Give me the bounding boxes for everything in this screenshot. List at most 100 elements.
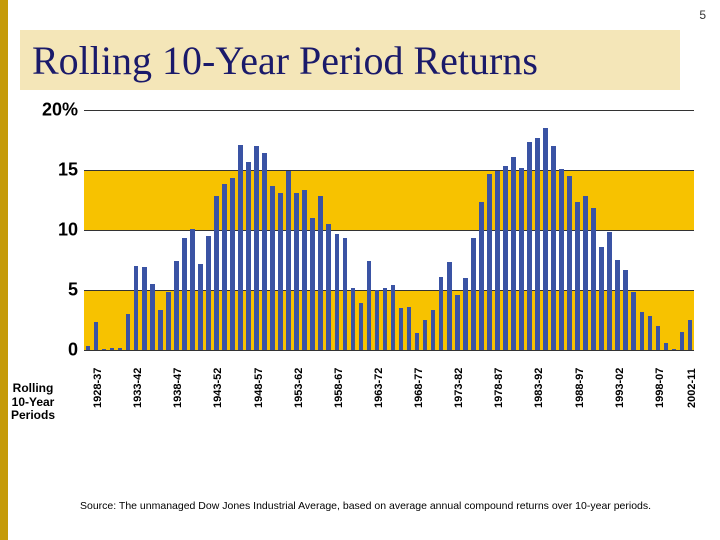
chart-band: [84, 110, 694, 170]
xaxis-title-line: Rolling: [0, 382, 66, 395]
y-tick-label: 20%: [38, 100, 78, 121]
bar: [359, 303, 364, 350]
bar: [230, 178, 235, 350]
x-tick-label: 1993-02: [614, 368, 626, 408]
x-tick-label: 1958-67: [333, 368, 345, 408]
bar: [126, 314, 131, 350]
bar: [206, 236, 211, 350]
bar: [511, 157, 516, 350]
x-tick-label: 1968-77: [413, 368, 425, 408]
bar: [335, 234, 340, 350]
bar: [246, 162, 251, 350]
page-title: Rolling 10-Year Period Returns: [32, 37, 538, 84]
bar: [110, 348, 115, 350]
bar: [254, 146, 259, 350]
bar: [278, 193, 283, 350]
x-tick-label: 1988-97: [574, 368, 586, 408]
bar: [286, 171, 291, 350]
bar: [375, 290, 380, 350]
gridline: [84, 110, 694, 111]
bar: [142, 267, 147, 350]
source-text: Source: The unmanaged Dow Jones Industri…: [80, 500, 651, 512]
x-tick-label: 1973-82: [453, 368, 465, 408]
bar: [214, 196, 219, 350]
bar: [262, 153, 267, 350]
bar: [640, 312, 645, 350]
chart-plot: 05101520%: [84, 110, 694, 350]
bar: [583, 196, 588, 350]
x-tick-label: 1953-62: [293, 368, 305, 408]
bar: [559, 169, 564, 350]
bar: [447, 262, 452, 350]
bar: [551, 146, 556, 350]
bar: [150, 284, 155, 350]
x-tick-label: 1928-37: [92, 368, 104, 408]
bar: [423, 320, 428, 350]
x-tick-label: 2002-11: [686, 368, 698, 408]
xaxis-title-line: Periods: [0, 409, 66, 422]
bar: [310, 218, 315, 350]
x-tick-label: 1983-92: [533, 368, 545, 408]
xaxis-title: Rolling10-YearPeriods: [0, 382, 66, 422]
bar: [631, 292, 636, 350]
bar: [222, 184, 227, 350]
bar: [495, 171, 500, 350]
bar: [351, 288, 356, 350]
bar: [134, 266, 139, 350]
bar: [439, 277, 444, 350]
bar: [575, 202, 580, 350]
bar: [607, 232, 612, 350]
bar: [294, 193, 299, 350]
bar: [343, 238, 348, 350]
bar: [238, 145, 243, 350]
bar: [94, 322, 99, 350]
x-tick-label: 1963-72: [373, 368, 385, 408]
bar: [672, 349, 677, 350]
bar: [463, 278, 468, 350]
bar: [198, 264, 203, 350]
bar: [118, 348, 123, 350]
x-tick-label: 1978-87: [493, 368, 505, 408]
bar: [664, 343, 669, 350]
chart-band: [84, 170, 694, 230]
slide-number: 5: [699, 8, 706, 22]
bar: [431, 310, 436, 350]
bar: [599, 247, 604, 350]
gridline: [84, 230, 694, 231]
bar: [471, 238, 476, 350]
chart-area: 05101520% Rolling10-YearPeriods 1928-371…: [34, 100, 694, 440]
bar: [535, 138, 540, 350]
bar: [86, 346, 91, 350]
bar: [166, 292, 171, 350]
x-tick-label: 1948-57: [253, 368, 265, 408]
bar: [688, 320, 693, 350]
bar: [455, 295, 460, 350]
bar: [479, 202, 484, 350]
slide: 5 Rolling 10-Year Period Returns 0510152…: [0, 0, 720, 540]
bar: [615, 260, 620, 350]
bar: [567, 176, 572, 350]
bar: [190, 229, 195, 350]
y-tick-label: 5: [38, 280, 78, 301]
y-tick-label: 15: [38, 160, 78, 181]
bar: [399, 308, 404, 350]
bar: [302, 190, 307, 350]
bar: [487, 174, 492, 350]
bar: [158, 310, 163, 350]
title-band: Rolling 10-Year Period Returns: [20, 30, 680, 90]
bar: [543, 128, 548, 350]
x-tick-label: 1938-47: [172, 368, 184, 408]
bar: [503, 166, 508, 350]
bar: [367, 261, 372, 350]
bar: [318, 196, 323, 350]
xaxis-title-line: 10-Year: [0, 396, 66, 409]
bar: [623, 270, 628, 350]
bar: [591, 208, 596, 350]
y-tick-label: 10: [38, 220, 78, 241]
bar: [326, 224, 331, 350]
bar: [519, 168, 524, 350]
x-tick-label: 1943-52: [212, 368, 224, 408]
bar: [182, 238, 187, 350]
bar: [270, 186, 275, 350]
bar: [415, 333, 420, 350]
